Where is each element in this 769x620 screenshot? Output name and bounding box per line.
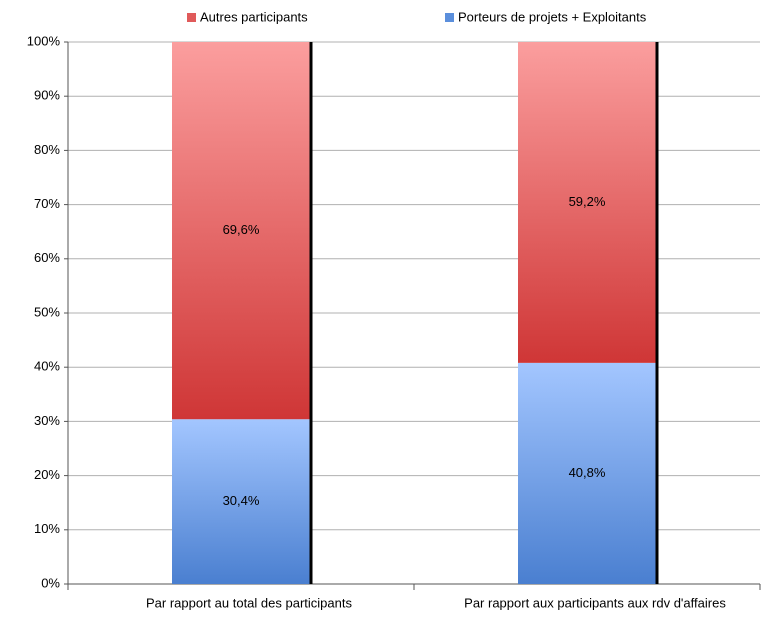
y-tick-label: 70% [34, 196, 60, 211]
data-label: 59,2% [569, 194, 606, 209]
y-tick-label: 40% [34, 359, 60, 374]
bar-segment [518, 362, 656, 584]
legend-swatch [187, 13, 196, 22]
y-tick-label: 50% [34, 304, 60, 319]
bar-segment [172, 419, 310, 584]
y-tick-label: 100% [27, 33, 61, 48]
data-label: 30,4% [223, 493, 260, 508]
bar-segment [518, 42, 656, 363]
y-tick-label: 90% [34, 88, 60, 103]
legend-label: Porteurs de projets + Exploitants [458, 9, 647, 24]
data-label: 69,6% [223, 222, 260, 237]
bar-segment [172, 42, 310, 420]
legend-label: Autres participants [200, 9, 308, 24]
y-tick-label: 80% [34, 142, 60, 157]
data-label: 40,8% [569, 465, 606, 480]
x-tick-label: Par rapport aux participants aux rdv d'a… [464, 595, 726, 610]
legend-swatch [445, 13, 454, 22]
y-tick-label: 20% [34, 467, 60, 482]
y-tick-label: 60% [34, 250, 60, 265]
y-tick-label: 10% [34, 521, 60, 536]
y-tick-label: 30% [34, 413, 60, 428]
x-tick-label: Par rapport au total des participants [146, 595, 352, 610]
y-tick-label: 0% [41, 575, 60, 590]
